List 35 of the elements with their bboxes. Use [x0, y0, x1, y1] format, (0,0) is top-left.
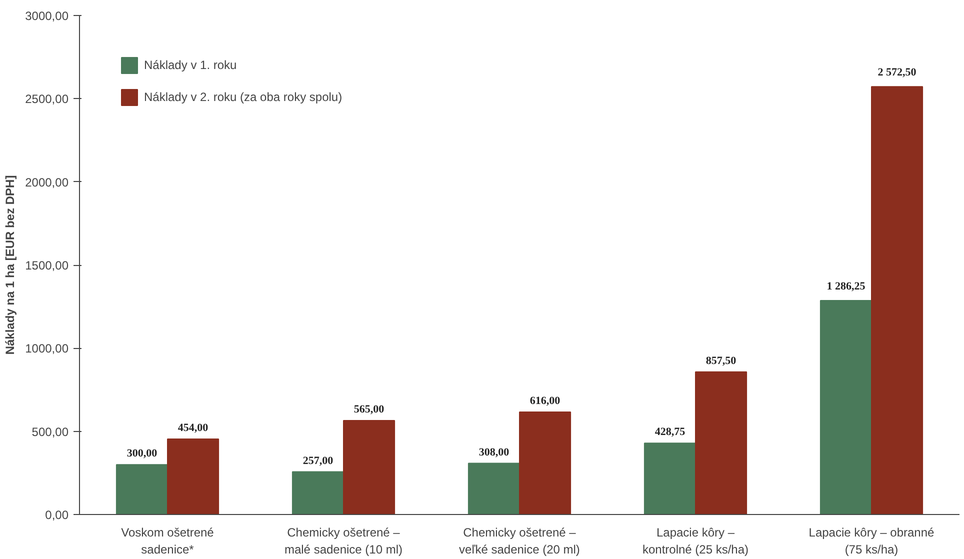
legend-label: Náklady v 1. roku [144, 58, 237, 72]
data-label: 257,00 [302, 454, 334, 467]
x-tick-label: Lapacie kôry – obranné (75 ks/ha) [808, 526, 935, 556]
y-tick-label: 3000,00 [25, 9, 69, 23]
x-tick-label: Lapacie kôry – kontrolné (25 ks/ha) [642, 526, 749, 556]
data-label: 308,00 [478, 446, 510, 458]
data-label: 2 572,50 [878, 66, 917, 79]
data-label: 300,00 [126, 448, 158, 460]
data-label: 428,75 [654, 426, 686, 438]
y-tick-label: 1500,00 [25, 258, 69, 272]
bar [343, 420, 396, 514]
bar [116, 464, 168, 514]
data-label: 454,00 [178, 422, 209, 434]
data-label: 616,00 [530, 395, 561, 408]
data-label: 1 286,25 [826, 280, 866, 293]
bar [820, 300, 872, 514]
bar [468, 462, 520, 514]
legend-label: Náklady v 2. roku (za oba roky spolu) [144, 90, 342, 104]
y-tick-label: 1000,00 [25, 342, 69, 356]
bar [292, 471, 344, 514]
bar [519, 412, 572, 514]
y-tick-label: 2500,00 [25, 92, 69, 106]
x-tick-label: Voskom ošetrené sadenice* [121, 526, 214, 556]
bar [695, 371, 748, 514]
bar [644, 442, 696, 514]
x-tick-label: Chemicky ošetrené – veľké sadenice (20 ml) [459, 526, 580, 556]
y-tick-label: 500,00 [32, 424, 69, 439]
data-label: 857,50 [706, 354, 737, 367]
y-axis-title: Náklady na 1 ha [EUR bez DPH] [3, 175, 18, 355]
y-tick-label: 2000,00 [25, 175, 69, 190]
y-tick-label: 0,00 [45, 508, 69, 522]
data-label: 565,00 [354, 404, 385, 416]
bar [871, 86, 924, 514]
bar [167, 438, 220, 514]
x-tick-label: Chemicky ošetrené – malé sadenice (10 ml) [284, 526, 403, 556]
